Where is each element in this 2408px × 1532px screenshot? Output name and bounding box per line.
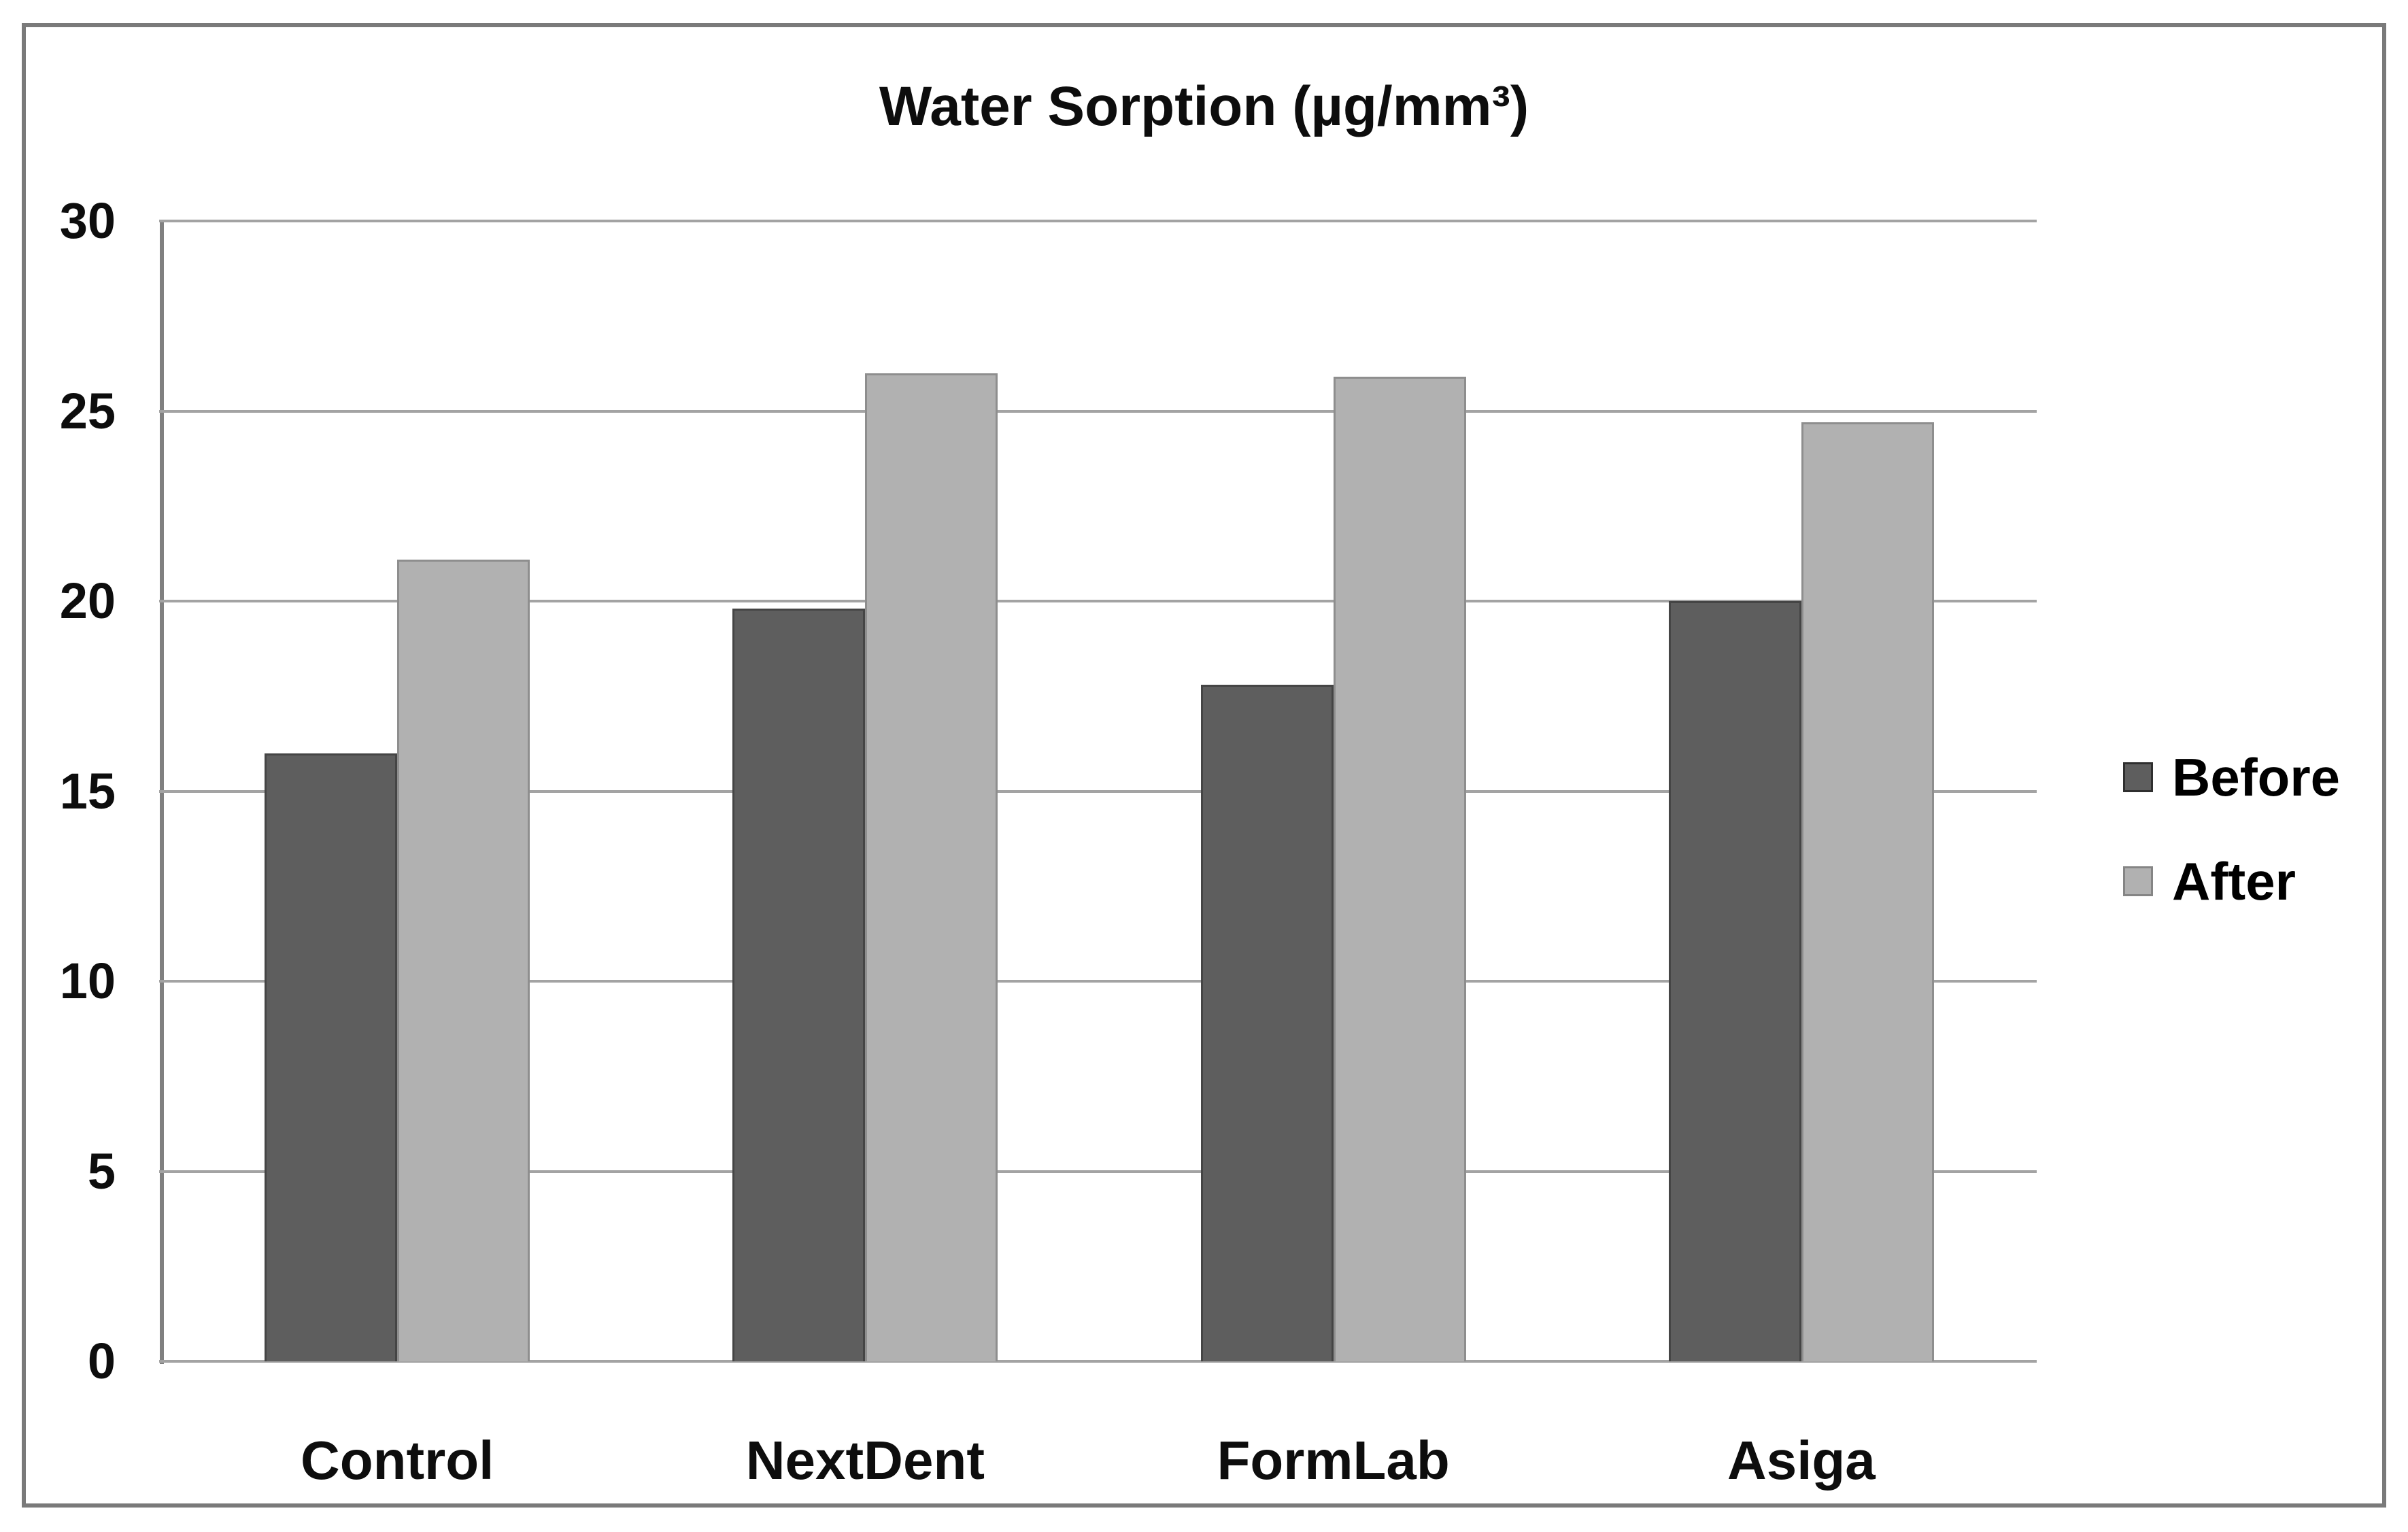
legend-entry-before: Before: [2123, 751, 2340, 804]
gridline-5: [159, 1170, 2037, 1173]
legend: Before After: [2123, 751, 2340, 959]
chart-title-emphasis: Sorption: [1047, 75, 1293, 137]
y-tick-label-0: 0: [87, 1333, 116, 1389]
legend-label-after: After: [2172, 851, 2296, 911]
gridline-30: [159, 220, 2037, 222]
bar-before-asiga: [1668, 601, 1801, 1361]
y-tick-label-30: 30: [59, 192, 116, 249]
bar-before-nextdent: [732, 609, 866, 1361]
gridline-25: [159, 409, 2037, 413]
chart-title-unit: (µg/mm³): [1292, 75, 1529, 137]
bar-before-formlab: [1200, 684, 1334, 1361]
plot-area: Control NextDent FormLab Asiga: [159, 220, 2037, 1491]
bar-before-control: [265, 753, 398, 1361]
bar-after-formlab: [1333, 377, 1466, 1361]
bar-after-control: [397, 559, 530, 1361]
x-axis-label-control: Control: [300, 1430, 494, 1491]
bar-after-asiga: [1801, 422, 1934, 1361]
gridline-0: [159, 1360, 2037, 1363]
chart-title-prefix: Water: [879, 75, 1048, 137]
gridline-20: [159, 600, 2037, 602]
y-tick-label-5: 5: [87, 1142, 116, 1199]
x-axis-label-asiga: Asiga: [1727, 1430, 1876, 1491]
y-tick-label-20: 20: [59, 573, 116, 629]
gridline-10: [159, 980, 2037, 983]
legend-swatch-after-icon: [2123, 866, 2153, 896]
x-axis-label-nextdent: NextDent: [745, 1430, 985, 1491]
y-tick-label-10: 10: [59, 953, 116, 1009]
y-tick-label-25: 25: [59, 382, 116, 439]
legend-label-before: Before: [2172, 747, 2341, 807]
y-tick-label-15: 15: [59, 762, 116, 819]
chart-title: Water Sorption (µg/mm³): [0, 75, 2408, 137]
gridline-15: [159, 789, 2037, 793]
legend-entry-after: After: [2123, 855, 2340, 908]
x-axis-label-formlab: FormLab: [1217, 1430, 1450, 1491]
legend-swatch-before-icon: [2123, 762, 2153, 792]
bar-after-nextdent: [865, 373, 998, 1361]
